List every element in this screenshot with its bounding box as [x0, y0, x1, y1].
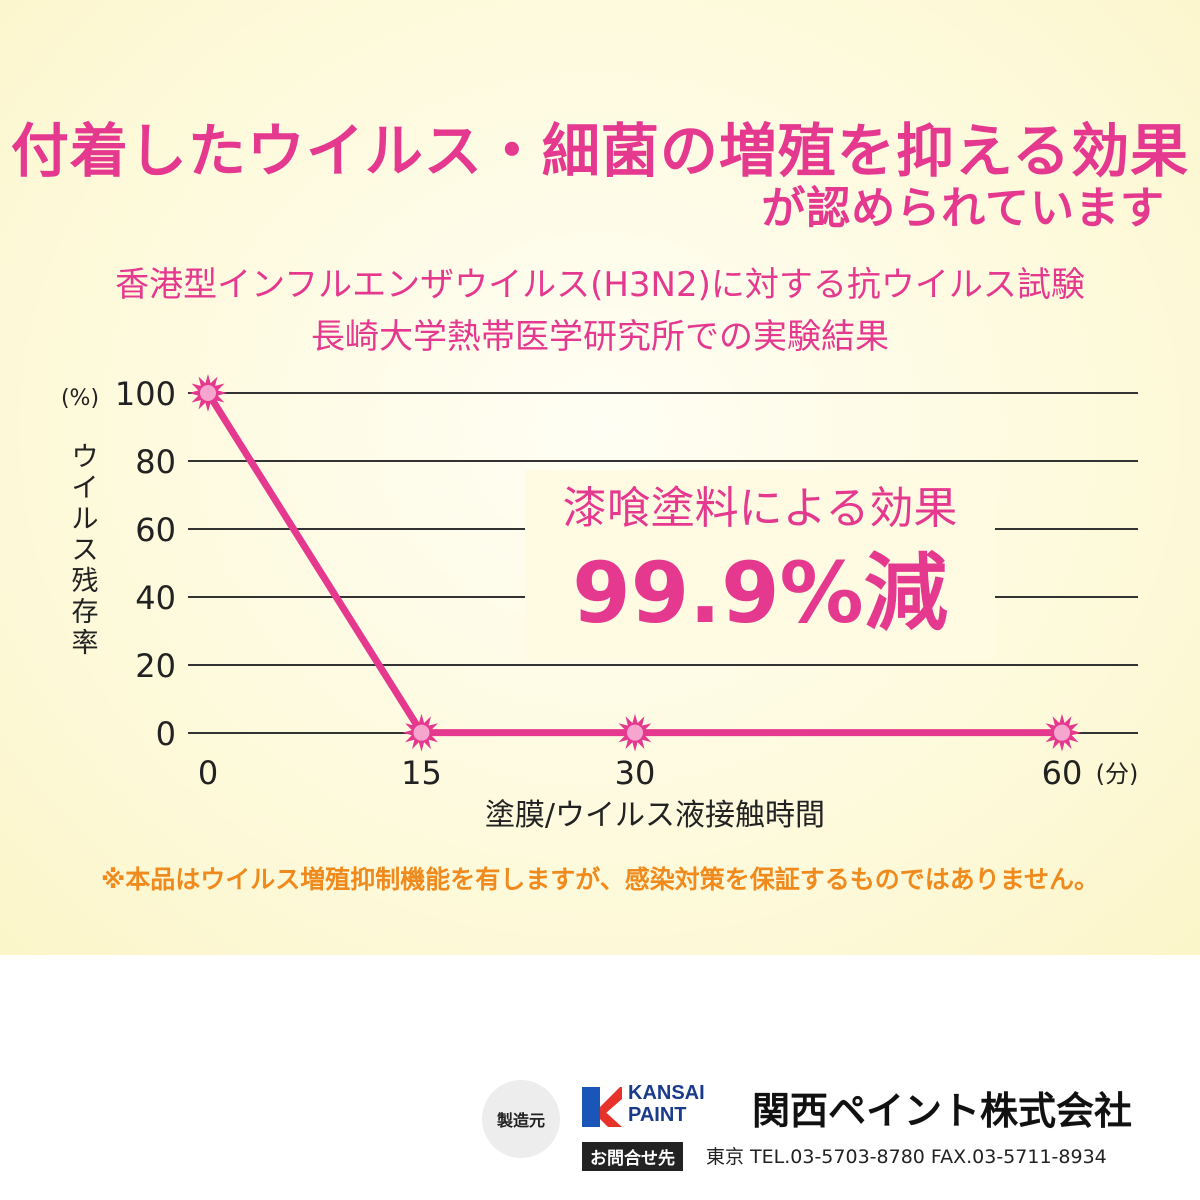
logo-line2: PAINT	[628, 1104, 687, 1126]
x-tick-label: 0	[198, 754, 218, 792]
data-point-core	[1054, 724, 1070, 741]
subtitle-line1: 香港型インフルエンザウイルス(H3N2)に対する抗ウイルス試験	[115, 265, 1085, 305]
y-label-char: イ	[72, 473, 99, 504]
contact-info: 東京 TEL.03-5703-8780 FAX.03-5711-8934	[706, 1146, 1107, 1168]
y-label-char: 率	[72, 628, 99, 659]
data-point	[616, 713, 654, 752]
y-tick-label: 40	[135, 579, 176, 617]
y-tick-label: 0	[156, 715, 176, 753]
data-point	[402, 713, 441, 752]
data-point	[189, 374, 227, 412]
y-axis-label: ウイルス残存率	[72, 442, 99, 659]
headline-line2: が認められています	[761, 183, 1165, 234]
annotation-background	[525, 470, 995, 660]
footer: 製造元 KANSAI PAINT 関西ペイント株式会社 お問合せ先 東京 TEL…	[0, 1060, 1200, 1200]
x-axis-label: 塗膜/ウイルス液接触時間	[485, 798, 825, 833]
series-line	[205, 391, 1062, 737]
contact-badge: お問合せ先	[582, 1142, 683, 1171]
maker-stamp: 製造元	[482, 1080, 560, 1158]
annotation-line2: 99.9%減	[572, 544, 947, 642]
y-tick-label: 20	[135, 647, 176, 685]
logo-text: KANSAI PAINT	[628, 1082, 705, 1126]
headline-line1: 付着したウイルス・細菌の増殖を抑える効果	[10, 117, 1190, 185]
line-chart: 0 20 40 60 80 100 (%) ウイルス残存率 漆喰塗料による効果 99.9%…	[61, 374, 1139, 833]
y-label-char: 存	[72, 597, 99, 628]
y-label-char: 残	[72, 566, 99, 597]
y-label-char: ル	[72, 504, 99, 535]
y-tick-label: 100	[115, 375, 176, 413]
company-name: 関西ペイント株式会社	[752, 1089, 1133, 1133]
logo-line1: KANSAI	[628, 1082, 705, 1104]
x-tick-label: 15	[401, 754, 442, 792]
x-axis-unit: (分)	[1096, 760, 1139, 788]
data-point-core	[413, 724, 430, 741]
y-axis-unit: (%)	[61, 386, 99, 411]
annotation-line1: 漆喰塗料による効果	[563, 483, 958, 534]
y-tick-label: 60	[135, 511, 176, 549]
disclaimer-note: ※本品はウイルス増殖抑制機能を有しますが、感染対策を保証するものではありません。	[100, 865, 1100, 894]
subtitle-line2: 長崎大学熱帯医学研究所での実験結果	[311, 317, 889, 357]
data-point-core	[200, 385, 216, 401]
data-point-core	[627, 724, 643, 741]
y-tick-label: 80	[135, 443, 176, 481]
x-tick-label: 30	[615, 754, 656, 792]
kansai-logo-icon	[582, 1087, 622, 1127]
y-label-char: ウ	[72, 442, 99, 473]
y-label-char: ス	[72, 535, 99, 566]
x-tick-label: 60	[1042, 754, 1083, 792]
data-point	[1043, 713, 1081, 752]
